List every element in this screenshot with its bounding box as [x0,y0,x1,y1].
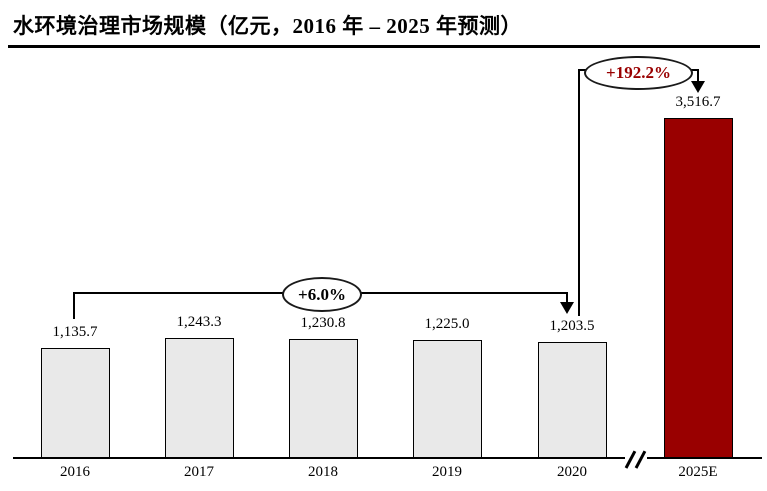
bar-2017 [164,338,234,458]
axis-break-slash [634,450,646,469]
forecast-ellipse: +192.2% [584,56,693,90]
bar-2020 [537,342,607,458]
bar-2019 [412,340,482,458]
x-axis-label-2019: 2019 [432,464,462,480]
bar-2018 [288,339,358,458]
x-axis-label-2018: 2018 [308,464,338,480]
forecast-bracket-right-line [697,69,699,82]
bar-value-label-2018: 1,230.8 [300,315,346,331]
bar-value-label-2019: 1,225.0 [424,316,470,332]
chart-title: 水环境治理市场规模（亿元，2016 年 – 2025 年预测） [13,14,522,38]
bar-value-label-2017: 1,243.3 [176,314,222,330]
bar-2016 [40,348,110,458]
x-axis-label-2020: 2020 [557,464,587,480]
cagr-bracket-left-line [73,292,75,319]
x-axis-label-2016: 2016 [60,464,90,480]
cagr-arrowhead-icon [560,302,574,314]
x-axis-label-2025E: 2025E [678,464,718,480]
cagr-ellipse: +6.0% [282,277,362,312]
bar-value-label-2016: 1,135.7 [52,324,98,340]
forecast-arrowhead-icon [691,81,705,93]
forecast-bracket-left-line [578,69,580,316]
x-axis-line-right [647,457,762,459]
cagr-bracket-right-line [566,292,568,303]
x-axis-label-2017: 2017 [184,464,214,480]
bar-value-label-2020: 1,203.5 [549,318,595,334]
title-underline [8,45,760,48]
x-axis-line-left [13,457,625,459]
bar-2025E [663,118,733,458]
forecast-label: +192.2% [606,63,671,82]
bar-value-label-2025E: 3,516.7 [675,94,721,110]
cagr-label: +6.0% [298,284,346,304]
